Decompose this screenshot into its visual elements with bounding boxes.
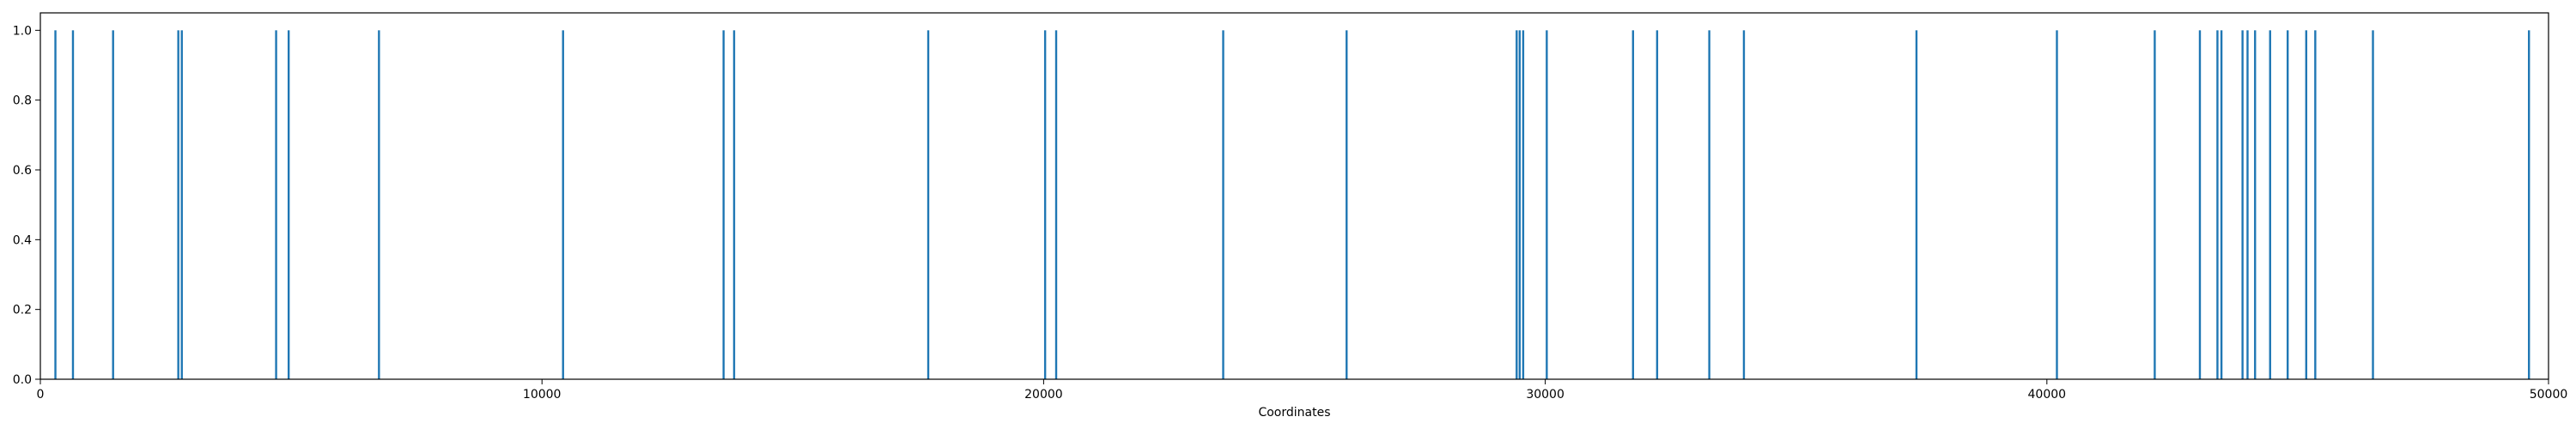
bar xyxy=(1043,30,1047,379)
bar xyxy=(2528,30,2530,379)
bar xyxy=(112,30,114,379)
bar xyxy=(2246,30,2249,379)
bar xyxy=(177,30,179,379)
x-axis-ticks: 0 10000 20000 30000 40000 50000 xyxy=(37,379,2568,402)
bar xyxy=(378,30,380,379)
bars-group xyxy=(54,30,2530,379)
bar xyxy=(732,30,736,379)
bar xyxy=(722,30,725,379)
bar xyxy=(2269,30,2271,379)
bar xyxy=(1742,30,1746,379)
bar xyxy=(71,30,75,379)
bar xyxy=(1546,30,1548,379)
y-tick-label: 0.0 xyxy=(13,373,32,387)
y-tick-label: 0.2 xyxy=(13,304,32,317)
bar xyxy=(1656,30,1659,379)
bar xyxy=(2254,30,2257,379)
y-axis-ticks: 0.0 0.2 0.4 0.6 0.8 1.0 xyxy=(13,24,40,387)
x-tick-label: 40000 xyxy=(2028,388,2067,402)
bar xyxy=(2154,30,2156,379)
x-tick-label: 30000 xyxy=(1526,388,1564,402)
bar xyxy=(2287,30,2289,379)
bar xyxy=(1522,30,1525,379)
bar xyxy=(275,30,277,379)
bar xyxy=(1915,30,1918,379)
x-tick-label: 50000 xyxy=(2530,388,2568,402)
y-tick-label: 0.4 xyxy=(13,233,32,247)
bar xyxy=(2056,30,2058,379)
bar xyxy=(2198,30,2202,379)
bar xyxy=(287,30,290,379)
x-tick-label: 20000 xyxy=(1024,388,1063,402)
bar xyxy=(2241,30,2244,379)
bar xyxy=(1346,30,1348,379)
bar xyxy=(562,30,564,379)
plot-frame xyxy=(39,12,2549,380)
y-tick-label: 0.8 xyxy=(13,94,32,108)
x-axis-label: Coordinates xyxy=(1258,406,1330,420)
bar xyxy=(1054,30,1058,379)
bar xyxy=(927,30,930,379)
bar xyxy=(1222,30,1224,379)
bar xyxy=(180,30,183,379)
bar xyxy=(2372,30,2374,379)
bar xyxy=(2305,30,2308,379)
y-tick-label: 1.0 xyxy=(13,24,32,38)
bar xyxy=(1516,30,1518,379)
bar xyxy=(2314,30,2317,379)
bar xyxy=(1708,30,1710,379)
bar xyxy=(54,30,57,379)
x-tick-label: 10000 xyxy=(523,388,562,402)
x-tick-label: 0 xyxy=(37,388,45,402)
y-tick-label: 0.6 xyxy=(13,164,32,178)
bar xyxy=(1518,30,1522,379)
bar xyxy=(2220,30,2223,379)
bar xyxy=(1631,30,1635,379)
bar xyxy=(2216,30,2219,379)
